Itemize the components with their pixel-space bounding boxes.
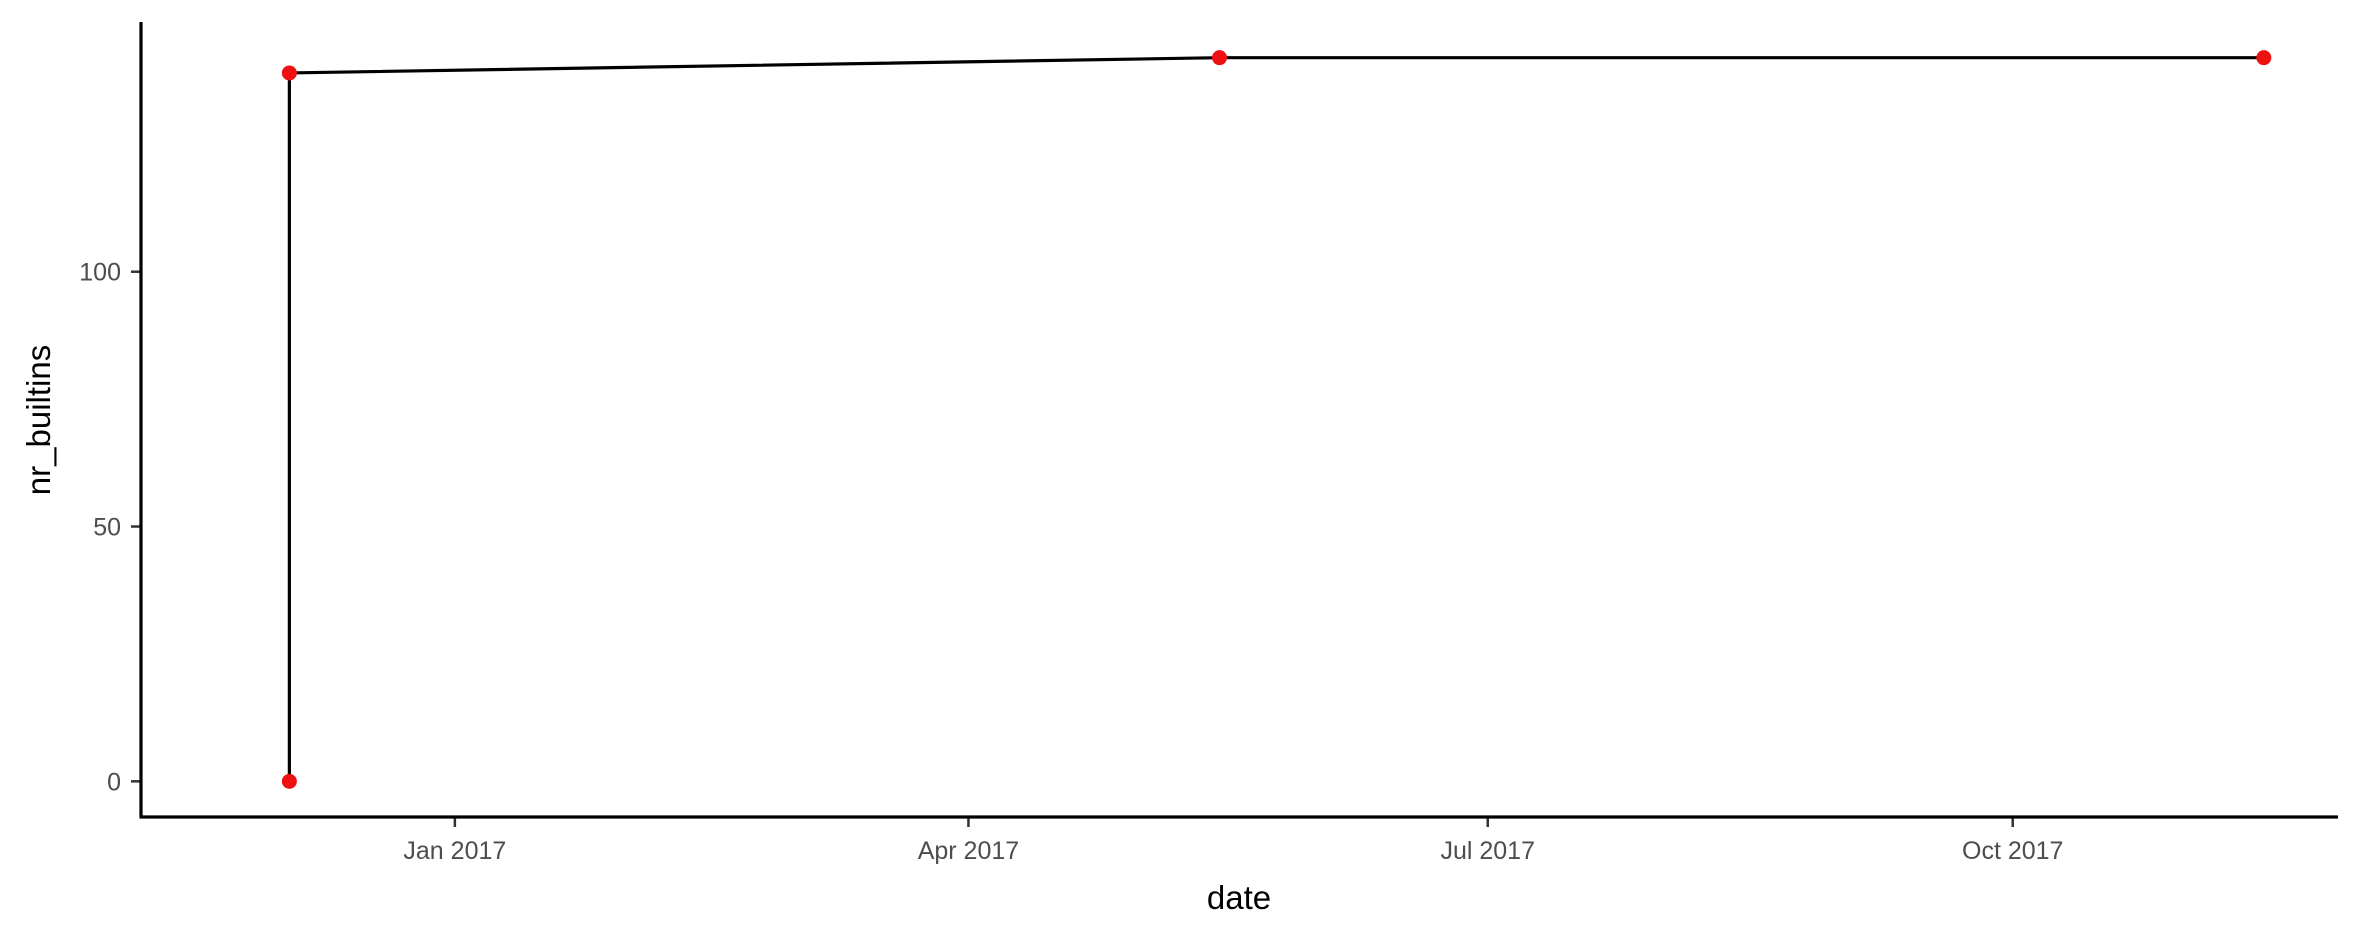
data-point: [1212, 50, 1228, 66]
y-axis-title: nr_builtins: [20, 345, 57, 495]
series-line-layer: [287, 56, 2264, 782]
data-point: [2256, 50, 2272, 66]
x-tick-label: Jan 2017: [403, 837, 506, 865]
data-points-layer: [281, 50, 2272, 789]
x-axis-title: date: [1207, 879, 1271, 916]
x-tick-label: Jul 2017: [1440, 837, 1535, 865]
data-point: [281, 773, 297, 789]
x-tick-label: Apr 2017: [918, 837, 1019, 865]
y-tick-label: 0: [107, 768, 121, 796]
tick-layer: Jan 2017 Apr 2017 Jul 2017 Oct 2017 0 50 100: [79, 259, 2063, 865]
y-tick-label: 50: [93, 514, 121, 542]
y-tick-label: 100: [79, 259, 121, 287]
series-line: [287, 56, 2264, 782]
data-point: [281, 65, 297, 81]
x-tick-label: Oct 2017: [1962, 837, 2063, 865]
